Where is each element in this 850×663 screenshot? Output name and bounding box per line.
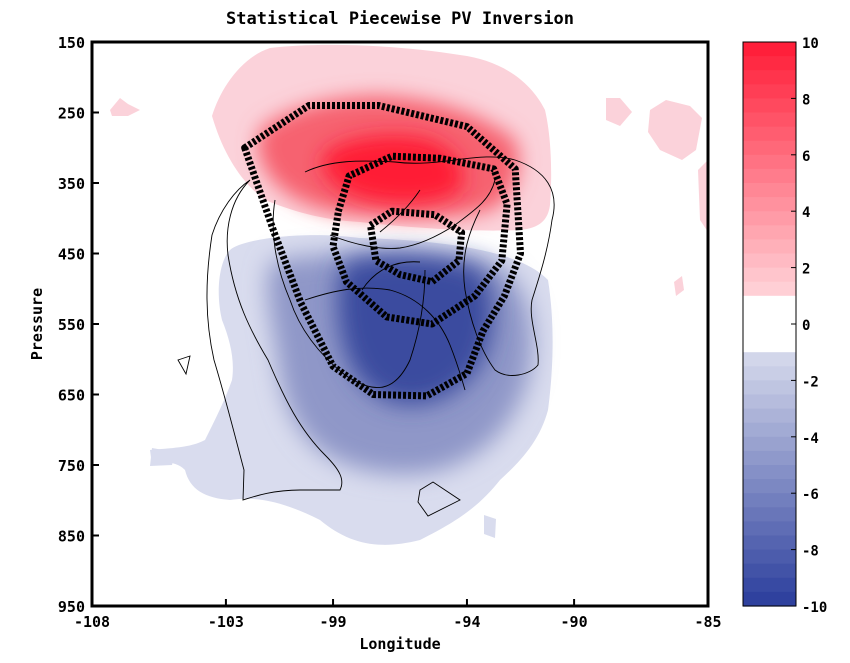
anomaly-field (110, 44, 708, 545)
colorbar-band (743, 154, 796, 170)
colorbar-band (743, 366, 796, 381)
colorbar-tick-label: -10 (802, 600, 827, 616)
colorbar-band (743, 422, 796, 438)
colorbar-band (743, 493, 796, 508)
colorbar-band (743, 591, 796, 607)
colorbar-band (743, 577, 796, 593)
x-tick-label: -108 (74, 613, 110, 631)
y-tick-label: 550 (58, 316, 85, 334)
colorbar-band (743, 535, 796, 551)
colorbar-band (743, 183, 796, 198)
colorbar-band (743, 450, 796, 466)
colorbar-tick-label: 8 (802, 92, 810, 108)
colorbar-band (743, 42, 796, 57)
y-tick-label: 950 (58, 598, 85, 616)
colorbar-band (743, 507, 796, 522)
colorbar-band (743, 140, 796, 156)
colorbar-tick-label: -6 (802, 487, 819, 503)
colorbar-band (743, 436, 796, 452)
thick-contour-inner (367, 207, 466, 286)
y-tick-label: 750 (58, 457, 85, 475)
colorbar-tick-label: 6 (802, 149, 810, 165)
colorbar-band (743, 521, 796, 537)
y-tick-label: 450 (58, 246, 85, 264)
colorbar-band (743, 211, 796, 226)
colorbar-tick-label: -8 (802, 544, 819, 560)
y-tick-label: 350 (58, 175, 85, 193)
x-tick-label: -90 (561, 613, 588, 631)
colorbar-tick-label: -2 (802, 374, 819, 390)
chart-title: Statistical Piecewise PV Inversion (226, 9, 574, 29)
colorbar-band (743, 408, 796, 424)
colorbar-tick-label: 0 (802, 318, 810, 334)
colorbar-tick-label: -4 (802, 431, 819, 447)
x-axis: -108 -103 -99 -94 -90 -85 (74, 599, 722, 631)
colorbar-band (743, 225, 796, 240)
colorbar-band (743, 309, 796, 325)
colorbar-band (743, 394, 796, 410)
colorbar-band (743, 70, 796, 85)
y-axis: 150 250 350 450 550 650 750 850 950 (58, 34, 99, 616)
colorbar-band (743, 253, 796, 269)
colorbar-tick-label: 4 (802, 205, 810, 221)
colorbar-band (743, 324, 796, 339)
x-tick-label: -99 (319, 613, 346, 631)
colorbar-band (743, 168, 796, 184)
x-tick-label: -103 (208, 613, 244, 631)
colorbar-band (743, 380, 796, 396)
colorbar-band (743, 267, 796, 283)
y-axis-label: Pressure (28, 288, 46, 360)
colorbar-band (743, 352, 796, 367)
y-tick-label: 850 (58, 528, 85, 546)
x-axis-label: Longitude (359, 635, 440, 653)
colorbar-band (743, 98, 796, 114)
y-tick-label: 650 (58, 387, 85, 405)
colorbar: 10 8 6 4 2 0 -2 -4 -6 -8 -10 (742, 36, 827, 616)
thick-contour-middle (329, 152, 511, 328)
colorbar-band (743, 197, 796, 212)
colorbar-band (743, 126, 796, 142)
colorbar-tick-label: 2 (802, 262, 810, 278)
colorbar-band (743, 563, 796, 579)
colorbar-band (743, 338, 796, 353)
colorbar-band (743, 465, 796, 480)
negative-anomaly-fill (150, 235, 553, 545)
colorbar-band (743, 281, 796, 297)
thick-contours (241, 102, 524, 400)
colorbar-band (743, 56, 796, 71)
colorbar-band (743, 84, 796, 99)
colorbar-band (743, 112, 796, 128)
thick-contour-outer (241, 102, 524, 400)
y-tick-label: 250 (58, 105, 85, 123)
x-tick-label: -85 (694, 613, 721, 631)
colorbar-band (743, 295, 796, 311)
y-tick-label: 150 (58, 34, 85, 52)
colorbar-band (743, 239, 796, 255)
x-tick-label: -94 (453, 613, 480, 631)
colorbar-band (743, 549, 796, 565)
colorbar-band (743, 479, 796, 494)
colorbar-tick-label: 10 (802, 36, 819, 52)
